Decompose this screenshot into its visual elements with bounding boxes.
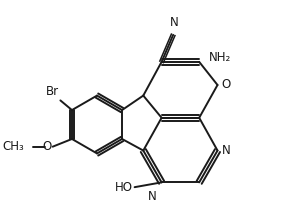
Text: N: N	[148, 190, 157, 203]
Text: N: N	[222, 144, 231, 157]
Text: O: O	[42, 140, 52, 153]
Text: N: N	[170, 16, 178, 29]
Text: O: O	[221, 78, 231, 91]
Text: NH₂: NH₂	[209, 52, 231, 64]
Text: Br: Br	[46, 85, 60, 97]
Text: HO: HO	[115, 181, 133, 194]
Text: CH₃: CH₃	[2, 140, 24, 153]
